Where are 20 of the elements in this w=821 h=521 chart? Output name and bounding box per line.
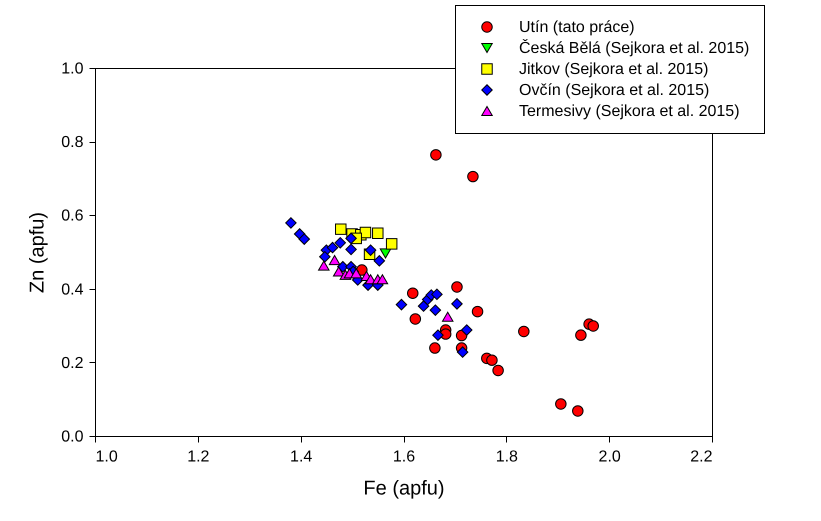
x-tick-label: 2.0 — [598, 448, 621, 466]
y-tick-label: 0.0 — [61, 428, 84, 446]
x-tick-label: 2.2 — [690, 448, 713, 466]
x-tick-label: 1.4 — [290, 448, 312, 466]
legend-label: Termesivy (Sejkora et al. 2015) — [519, 103, 740, 120]
legend-label: Jitkov (Sejkora et al. 2015) — [519, 61, 708, 78]
y-tick-label: 0.8 — [61, 134, 84, 152]
legend-label: Česká Bělá (Sejkora et al. 2015) — [519, 39, 750, 57]
x-tick-label: 1.2 — [187, 448, 210, 466]
x-tick-label: 1.6 — [392, 448, 416, 466]
legend-label: Ovčín (Sejkora et al. 2015) — [519, 82, 710, 99]
legend-label: Utín (tato práce) — [519, 19, 635, 36]
x-axis-title: Fe (apfu) — [363, 478, 445, 500]
x-tick-label: 1.8 — [496, 448, 518, 466]
y-axis-title: Zn (apfu) — [26, 212, 48, 294]
x-tick-label: 1.0 — [96, 448, 118, 466]
y-tick-label: 1.0 — [61, 60, 84, 78]
y-tick-label: 0.2 — [61, 354, 84, 372]
y-tick-label: 0.6 — [61, 208, 84, 225]
y-tick-label: 0.4 — [61, 281, 84, 298]
